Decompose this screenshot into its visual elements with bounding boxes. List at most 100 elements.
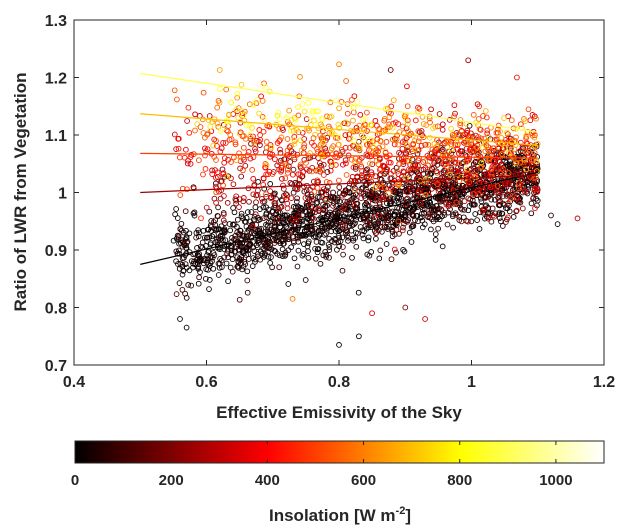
scatter-point	[470, 112, 477, 118]
scatter-point	[331, 132, 338, 138]
scatter-point	[268, 144, 275, 151]
scatter-point	[234, 90, 241, 97]
scatter-point	[388, 171, 394, 177]
scatter-point	[453, 211, 460, 218]
scatter-point	[246, 242, 252, 249]
scatter-point	[267, 188, 273, 194]
scatter-point	[405, 128, 412, 134]
scatter-point	[423, 141, 429, 148]
scatter-point	[238, 256, 245, 263]
scatter-point	[513, 134, 519, 141]
scatter-point	[314, 146, 320, 152]
scatter-point	[532, 205, 538, 212]
scatter-point	[326, 180, 333, 186]
scatter-point	[450, 224, 456, 231]
scatter-point	[474, 153, 481, 159]
scatter-point	[229, 268, 236, 275]
scatter-point	[202, 152, 208, 159]
scatter-point	[206, 234, 212, 241]
scatter-point	[333, 162, 339, 168]
scatter-point	[482, 148, 489, 155]
scatter-point	[445, 139, 451, 146]
scatter-point	[309, 168, 315, 175]
scatter-point	[300, 168, 307, 175]
scatter-point	[380, 193, 387, 200]
scatter-point	[393, 249, 399, 256]
scatter-point	[213, 157, 219, 163]
scatter-point	[436, 158, 443, 165]
scatter-point	[253, 100, 260, 107]
scatter-point	[244, 209, 251, 215]
scatter-point	[329, 151, 336, 158]
scatter-point	[241, 156, 247, 163]
scatter-point	[313, 200, 320, 207]
scatter-point	[256, 110, 262, 117]
scatter-point	[280, 236, 287, 243]
scatter-point	[245, 243, 252, 250]
scatter-point	[417, 214, 424, 221]
scatter-point	[336, 227, 343, 234]
scatter-point	[229, 243, 235, 250]
scatter-point	[485, 193, 492, 200]
scatter-point	[291, 137, 297, 143]
scatter-point	[322, 145, 329, 152]
scatter-point	[363, 180, 369, 187]
scatter-point	[497, 170, 503, 176]
scatter-point	[284, 113, 291, 120]
scatter-point	[279, 253, 286, 259]
scatter-point	[315, 233, 321, 240]
scatter-point	[451, 113, 458, 120]
scatter-point	[176, 265, 183, 272]
scatter-point	[267, 150, 273, 157]
scatter-point	[505, 200, 511, 207]
scatter-point	[269, 264, 275, 271]
scatter-point	[465, 218, 471, 225]
scatter-point	[439, 243, 446, 250]
scatter-point	[465, 195, 472, 202]
colorbar-title-main: Insolation [W m	[269, 506, 396, 525]
scatter-point	[260, 198, 266, 205]
scatter-point	[390, 187, 397, 194]
scatter-point	[500, 193, 506, 200]
scatter-point	[250, 255, 256, 261]
scatter-point	[301, 108, 308, 115]
scatter-point	[257, 216, 263, 223]
scatter-point	[430, 206, 437, 213]
scatter-point	[487, 184, 494, 191]
scatter-point	[313, 255, 319, 262]
scatter-point	[435, 225, 441, 232]
scatter-point	[357, 111, 364, 118]
scatter-point	[173, 146, 179, 152]
scatter-point	[469, 133, 476, 140]
scatter-point	[472, 201, 478, 208]
scatter-point	[314, 246, 321, 253]
scatter-point	[472, 138, 479, 145]
y-tick-label: 1	[58, 186, 67, 203]
scatter-point	[478, 163, 485, 170]
scatter-point	[286, 121, 293, 128]
scatter-point	[413, 165, 420, 172]
scatter-point	[534, 186, 541, 193]
scatter-point	[183, 324, 190, 331]
scatter-point	[453, 199, 460, 206]
scatter-point	[548, 212, 554, 219]
scatter-point	[340, 251, 346, 258]
scatter-point	[404, 179, 411, 185]
y-tick-label: 0.7	[45, 358, 67, 375]
scatter-point	[304, 125, 310, 132]
scatter-point	[216, 67, 223, 73]
scatter-point	[509, 153, 516, 160]
scatter-point	[214, 104, 221, 111]
scatter-point	[442, 161, 449, 167]
scatter-point	[234, 229, 241, 236]
scatter-point	[182, 208, 189, 215]
x-tick-label: 0.4	[63, 374, 85, 391]
scatter-point	[434, 181, 441, 187]
scatter-point	[351, 137, 357, 144]
scatter-point	[519, 125, 525, 131]
scatter-point	[262, 84, 269, 91]
scatter-point	[364, 141, 371, 148]
scatter-point	[460, 214, 467, 221]
scatter-point	[422, 164, 429, 171]
fit-lines	[140, 72, 538, 265]
